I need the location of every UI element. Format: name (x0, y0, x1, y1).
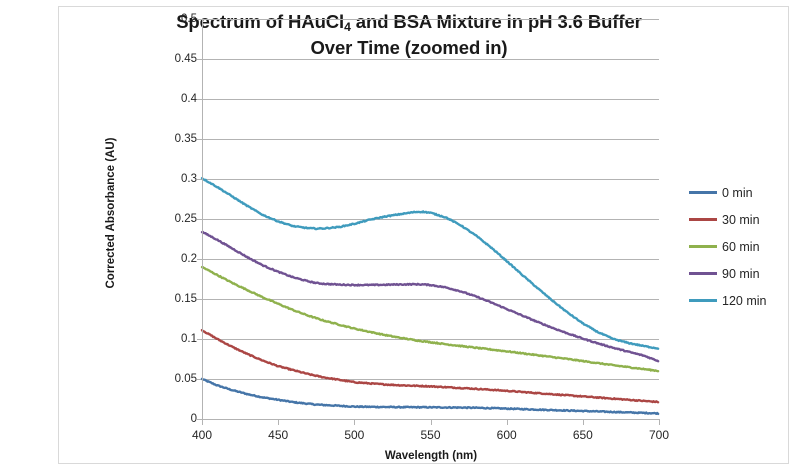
legend-item[interactable]: 0 min (689, 179, 799, 206)
legend-item[interactable]: 60 min (689, 233, 799, 260)
x-axis-tick-label: 400 (191, 428, 213, 442)
plot-area (200, 19, 660, 420)
x-axis-tick-mark (202, 420, 203, 425)
x-axis-tick-mark (582, 420, 584, 425)
series-line (200, 230, 660, 363)
y-axis-tick-mark (197, 59, 202, 60)
legend-item-label: 30 min (722, 212, 760, 227)
x-axis-tick-label: 550 (420, 428, 441, 442)
y-axis-tick-mark (197, 419, 202, 420)
gridline (202, 259, 659, 260)
y-axis-tick-label: 0.3 (181, 173, 197, 185)
y-axis-tick-mark (197, 139, 202, 140)
y-axis-tick-mark (197, 299, 202, 300)
y-axis-tick-label: 0.15 (174, 293, 197, 305)
x-axis-tick-mark (506, 420, 508, 425)
x-axis-tick-mark (354, 420, 356, 425)
y-axis-tick-mark (197, 179, 202, 180)
x-axis-tick-label: 700 (648, 428, 670, 442)
legend-item-label: 120 min (722, 293, 767, 308)
legend-color-swatch (689, 191, 717, 194)
gridline (202, 59, 659, 60)
x-axis-title: Wavelength (nm) (384, 450, 478, 462)
y-axis-tick-mark (197, 19, 202, 20)
gridline (202, 299, 659, 300)
x-axis-tick-label: 650 (572, 428, 593, 442)
legend-item-label: 60 min (722, 239, 760, 254)
gridline (202, 139, 659, 140)
gridline (202, 379, 659, 380)
x-axis-tick-mark (430, 420, 432, 425)
gridline (202, 219, 659, 220)
x-axis-tick-label: 450 (268, 428, 289, 442)
legend-item[interactable]: 120 min (689, 287, 799, 314)
chart-title: Spectrum of HAuCl4 and BSA Mixture in pH… (176, 11, 642, 59)
y-axis-tick-label: 0.35 (174, 133, 197, 145)
y-axis-tick-mark (197, 379, 202, 380)
x-axis-tick-label: 500 (344, 428, 365, 442)
y-axis-tick-label: 0 (190, 413, 197, 425)
legend-item[interactable]: 30 min (689, 206, 799, 233)
legend-item-label: 90 min (722, 266, 760, 281)
series-line (200, 176, 660, 350)
gridline (202, 99, 659, 100)
x-axis-line (202, 419, 660, 420)
gridline (202, 179, 659, 180)
x-axis-tick-mark (278, 420, 280, 425)
y-axis-tick-label: 0.4 (181, 93, 197, 105)
y-axis-tick-label: 0.05 (174, 373, 197, 385)
y-axis-title: Corrected Absorbance (AU) (105, 137, 117, 289)
legend-color-swatch (689, 272, 717, 275)
series-line (200, 265, 660, 373)
gridline (202, 19, 659, 20)
legend-color-swatch (689, 218, 717, 221)
y-axis-tick-mark (197, 99, 202, 100)
legend-color-swatch (689, 245, 717, 248)
x-axis-tick-label: 600 (496, 428, 517, 442)
y-axis-tick-label: 0.2 (181, 253, 197, 265)
gridline (202, 339, 659, 340)
legend-item-label: 0 min (722, 185, 753, 200)
y-axis-tick-labels: 0 0.05 0.1 0.15 0.2 0.25 0.3 0.35 0.4 0.45 0.5 (147, 13, 197, 425)
y-axis-tick-label: 0.5 (181, 13, 197, 25)
y-axis-tick-mark (197, 259, 202, 260)
y-axis-tick-mark (197, 339, 202, 340)
legend-item[interactable]: 90 min (689, 260, 799, 287)
y-axis-tick-label: 0.1 (181, 333, 197, 345)
series-line (200, 328, 660, 404)
chart-container: Spectrum of HAuCl4 and BSA Mixture in pH… (58, 6, 789, 464)
y-axis-tick-label: 0.25 (174, 213, 197, 225)
y-axis-line (202, 19, 203, 420)
x-axis-tick-mark (659, 420, 660, 425)
y-axis-tick-mark (197, 219, 202, 220)
chart-legend: 0 min 30 min 60 min 90 min 120 min (689, 179, 799, 314)
series-line (200, 377, 660, 416)
legend-color-swatch (689, 299, 717, 302)
series-lines (200, 176, 660, 416)
y-axis-tick-label: 0.45 (174, 53, 197, 65)
